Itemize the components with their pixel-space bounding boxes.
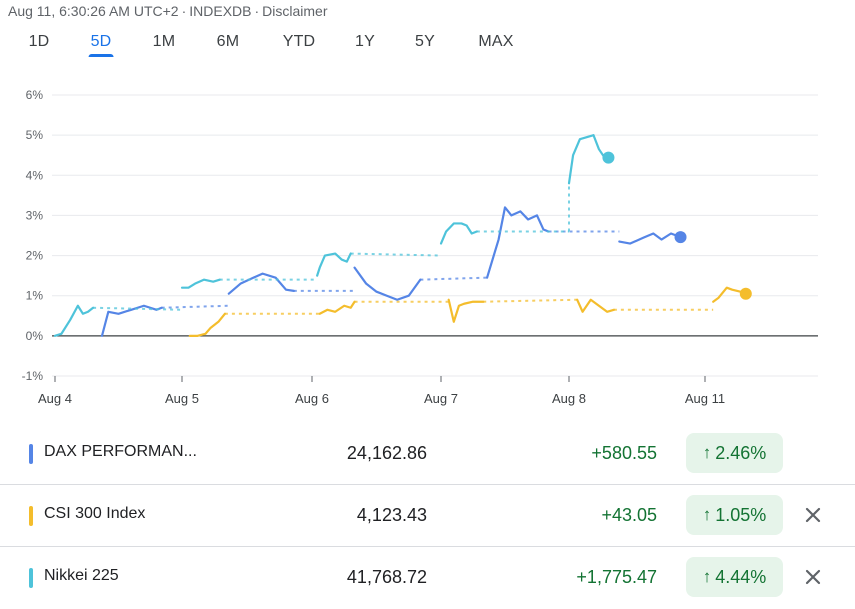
y-tick-label: 5% bbox=[26, 128, 44, 142]
series-line bbox=[447, 298, 485, 323]
series-line bbox=[188, 312, 226, 337]
tab-6m[interactable]: 6M bbox=[216, 33, 240, 50]
x-tick-label: Aug 6 bbox=[295, 391, 329, 406]
table-row[interactable]: DAX PERFORMAN... 24,162.86 +580.55 ↑ 2.46… bbox=[0, 423, 855, 485]
series-end-marker bbox=[674, 231, 687, 244]
series-line bbox=[227, 272, 295, 295]
series-gap-line bbox=[93, 306, 183, 311]
percent-change-value: 2.46% bbox=[715, 442, 767, 463]
tab-ytd[interactable]: YTD bbox=[282, 33, 316, 50]
series-line bbox=[316, 252, 352, 277]
y-tick-label: 2% bbox=[26, 249, 44, 263]
series-line bbox=[439, 222, 478, 245]
index-name: DAX PERFORMAN... bbox=[44, 443, 197, 460]
series-color-swatch bbox=[29, 444, 33, 464]
tab-max[interactable]: MAX bbox=[478, 33, 514, 50]
x-tick-label: Aug 4 bbox=[38, 391, 72, 406]
x-tick-label: Aug 11 bbox=[685, 391, 725, 406]
series-gap-line bbox=[161, 304, 229, 309]
index-change: +43.05 bbox=[601, 505, 657, 525]
series-color-swatch bbox=[29, 568, 33, 588]
y-tick-label: -1% bbox=[22, 369, 44, 383]
series-line bbox=[576, 298, 615, 313]
arrow-upward-icon: ↑ bbox=[702, 443, 712, 462]
index-change: +580.55 bbox=[591, 443, 657, 463]
range-tabs: 1D 5D 1M 6M YTD 1Y 5Y MAX bbox=[0, 33, 600, 63]
series-end-marker bbox=[739, 287, 752, 300]
index-name: CSI 300 Index bbox=[44, 505, 146, 522]
series-gap-line bbox=[350, 252, 442, 257]
series-line bbox=[353, 266, 422, 301]
comparison-list: DAX PERFORMAN... 24,162.86 +580.55 ↑ 2.46… bbox=[0, 423, 855, 608]
x-tick-label: Aug 5 bbox=[165, 391, 199, 406]
series-gap-line bbox=[483, 298, 578, 303]
arrow-upward-icon: ↑ bbox=[702, 567, 712, 586]
y-tick-label: 4% bbox=[26, 168, 44, 182]
disclaimer-link[interactable]: Disclaimer bbox=[262, 3, 328, 19]
index-change: +1,775.47 bbox=[576, 567, 657, 587]
index-price: 41,768.72 bbox=[346, 567, 427, 587]
y-tick-label: 3% bbox=[26, 208, 44, 222]
series-line bbox=[618, 232, 682, 245]
series-end-marker bbox=[602, 151, 615, 164]
percent-change-badge: ↑ 4.44% bbox=[686, 557, 783, 597]
line-chart[interactable]: 6% 5% 4% 3% 2% 1% 0% -1% Aug 4 Aug 5 Aug 6 Aug 7 Aug… bbox=[0, 80, 855, 410]
table-row[interactable]: CSI 300 Index 4,123.43 +43.05 ↑ 1.05% bbox=[0, 485, 855, 547]
close-icon[interactable] bbox=[801, 503, 825, 527]
tab-1m[interactable]: 1M bbox=[152, 33, 176, 50]
timestamp: Aug 11, 6:30:26 AM UTC+2 bbox=[8, 3, 179, 19]
percent-change-badge: ↑ 1.05% bbox=[686, 495, 783, 535]
percent-change-value: 1.05% bbox=[715, 504, 767, 525]
series-line bbox=[567, 134, 610, 185]
x-tick-label: Aug 8 bbox=[552, 391, 586, 406]
index-name: Nikkei 225 bbox=[44, 567, 119, 584]
index-price: 24,162.86 bbox=[346, 443, 427, 463]
y-tick-label: 6% bbox=[26, 88, 44, 102]
series-line bbox=[318, 300, 356, 315]
tab-5y[interactable]: 5Y bbox=[415, 33, 435, 50]
tab-1y[interactable]: 1Y bbox=[355, 33, 375, 50]
series-line bbox=[53, 304, 95, 337]
close-icon[interactable] bbox=[801, 565, 825, 589]
series-line bbox=[100, 304, 163, 337]
source-label: INDEXDB bbox=[189, 3, 252, 19]
series-line bbox=[485, 206, 550, 279]
table-row[interactable]: Nikkei 225 41,768.72 +1,775.47 ↑ 4.44% bbox=[0, 547, 855, 608]
tab-1d[interactable]: 1D bbox=[28, 33, 50, 50]
percent-change-badge: ↑ 2.46% bbox=[686, 433, 783, 473]
y-tick-label: 0% bbox=[26, 329, 44, 343]
y-tick-label: 1% bbox=[26, 289, 44, 303]
series-color-swatch bbox=[29, 506, 33, 526]
tab-5d[interactable]: 5D bbox=[88, 33, 114, 57]
chart-meta: Aug 11, 6:30:26 AM UTC+2 · INDEXDB · Disclai… bbox=[8, 3, 328, 19]
arrow-upward-icon: ↑ bbox=[702, 505, 712, 524]
x-tick-label: Aug 7 bbox=[424, 391, 458, 406]
series-gap-line bbox=[420, 276, 488, 281]
index-price: 4,123.43 bbox=[356, 505, 427, 525]
series-line bbox=[180, 278, 221, 289]
percent-change-value: 4.44% bbox=[715, 566, 767, 587]
